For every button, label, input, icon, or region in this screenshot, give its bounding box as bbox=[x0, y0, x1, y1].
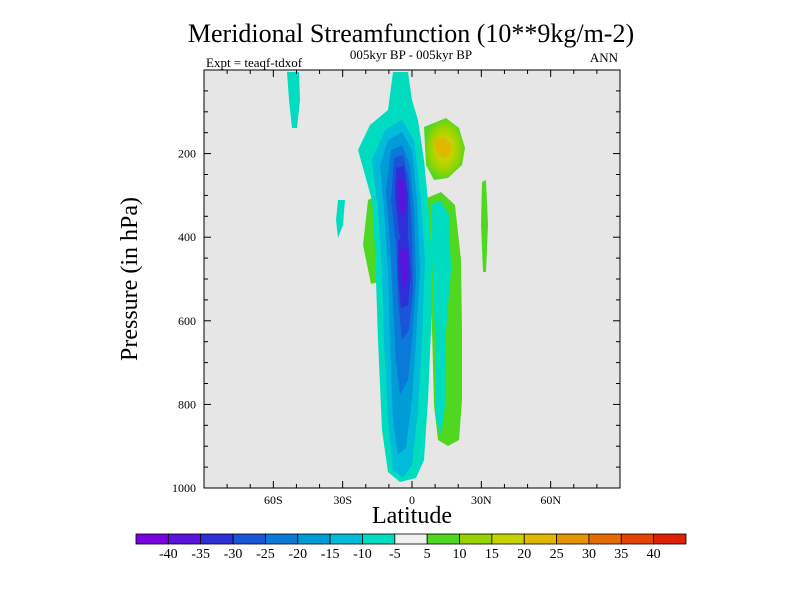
colorbar: -40 -35 -30 -25 -20 -15 -10 -5 5 10 15 20 25 30 35 40 bbox=[135, 533, 687, 562]
contour-left-small-cyan bbox=[336, 200, 345, 238]
colorbar-label: -10 bbox=[353, 547, 372, 562]
contour-northern-lower-inner bbox=[431, 200, 451, 435]
y-axis: 200 400 600 800 1000 bbox=[172, 90, 620, 495]
x-tick-label: 30N bbox=[471, 493, 492, 507]
y-tick-label: 400 bbox=[178, 230, 196, 244]
experiment-label: Expt = teaqf-tdxof bbox=[206, 55, 303, 70]
colorbar-swatch bbox=[167, 533, 202, 545]
y-tick-label: 800 bbox=[178, 397, 196, 411]
x-tick-label: 60N bbox=[540, 493, 561, 507]
colorbar-label: 10 bbox=[453, 547, 467, 562]
colorbar-label: 25 bbox=[550, 547, 564, 562]
x-tick-label: 0 bbox=[409, 493, 415, 507]
colorbar-label: 30 bbox=[582, 547, 596, 562]
x-axis-label: Latitude bbox=[372, 503, 452, 529]
y-axis-label: Pressure (in hPa) bbox=[117, 197, 143, 361]
contour-northern-core bbox=[433, 137, 452, 156]
colorbar-label: -15 bbox=[321, 547, 340, 562]
x-tick-label: 60S bbox=[264, 493, 283, 507]
x-tick-label: 30S bbox=[333, 493, 352, 507]
colorbar-swatch bbox=[329, 533, 363, 545]
colorbar-swatch bbox=[491, 533, 525, 545]
colorbar-label: 40 bbox=[647, 547, 661, 562]
colorbar-swatch bbox=[653, 533, 687, 545]
colorbar-swatch bbox=[362, 533, 396, 545]
x-axis: 60S 30S 0 30N 60N bbox=[226, 70, 598, 507]
colorbar-swatch bbox=[232, 533, 266, 545]
colorbar-label: -35 bbox=[191, 547, 210, 562]
contour-right-strip bbox=[481, 180, 488, 272]
season-label: ANN bbox=[590, 50, 619, 65]
colorbar-swatch bbox=[620, 533, 655, 545]
contour-fills bbox=[287, 72, 488, 482]
colorbar-swatch bbox=[459, 533, 493, 545]
colorbar-swatch bbox=[394, 533, 428, 545]
contour-small-strip bbox=[287, 72, 300, 128]
colorbar-label: 35 bbox=[614, 547, 628, 562]
colorbar-label: 20 bbox=[517, 547, 531, 562]
chart-title: Meridional Streamfunction (10**9kg/m-2) bbox=[188, 19, 634, 48]
colorbar-label: 5 bbox=[424, 547, 431, 562]
colorbar-swatch bbox=[265, 533, 299, 545]
colorbar-label: -40 bbox=[159, 547, 178, 562]
colorbar-swatch bbox=[426, 533, 460, 545]
colorbar-label: -25 bbox=[256, 547, 275, 562]
colorbar-label: -20 bbox=[288, 547, 307, 562]
y-tick-label: 1000 bbox=[172, 481, 196, 495]
contour-neg-cell-6 bbox=[398, 178, 406, 218]
y-tick-label: 200 bbox=[178, 147, 196, 161]
colorbar-label: -30 bbox=[224, 547, 243, 562]
colorbar-swatch bbox=[200, 533, 234, 545]
colorbar-swatch bbox=[523, 533, 557, 545]
colorbar-label: 15 bbox=[485, 547, 499, 562]
chart-subtitle: 005kyr BP - 005kyr BP bbox=[350, 47, 472, 62]
y-tick-label: 600 bbox=[178, 314, 196, 328]
contour-neg-cell-lower-core-inner bbox=[400, 248, 408, 290]
colorbar-swatch bbox=[297, 533, 331, 545]
colorbar-swatch bbox=[135, 533, 169, 545]
colorbar-swatch bbox=[588, 533, 622, 545]
colorbar-swatch bbox=[556, 533, 590, 545]
colorbar-label: -5 bbox=[389, 547, 401, 562]
